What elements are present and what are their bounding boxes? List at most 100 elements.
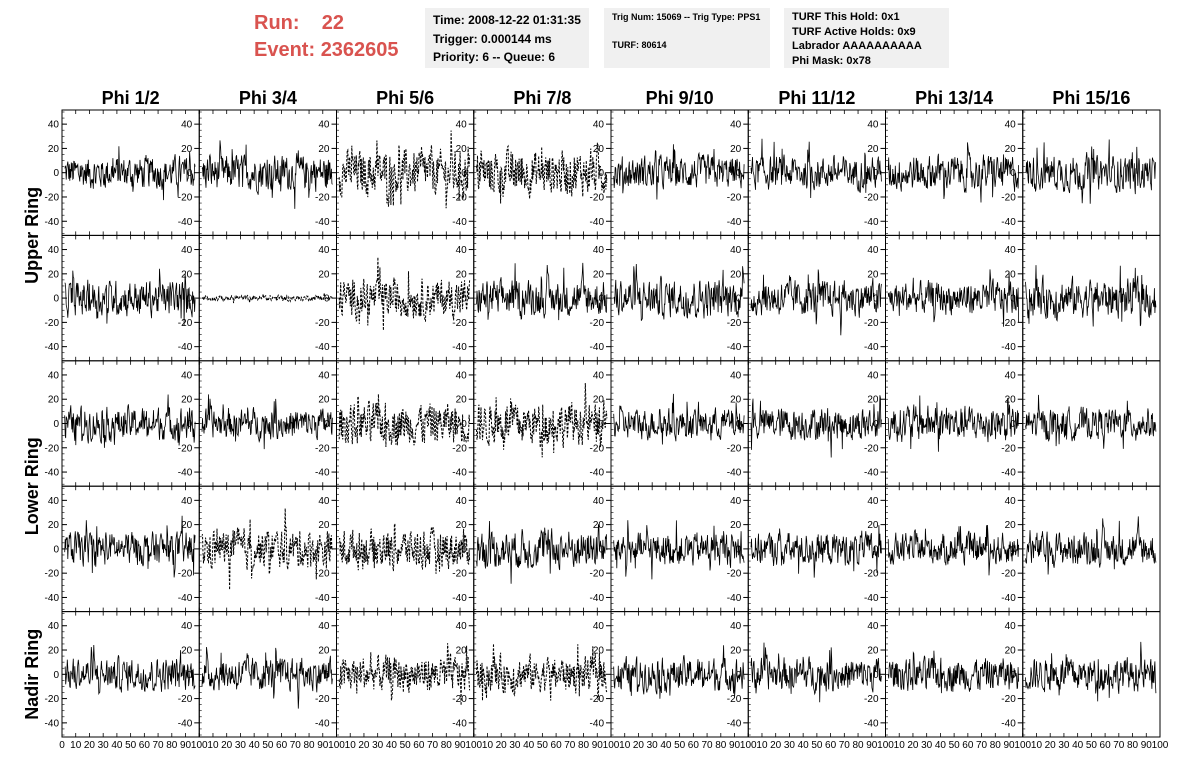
x-tick-label: 60 — [962, 740, 974, 751]
y-tick-label: 20 — [48, 269, 60, 280]
x-tick-label: 80 — [166, 740, 178, 751]
y-tick-label: 40 — [48, 496, 60, 507]
x-tick-label: 10 — [207, 740, 219, 751]
waveform-trace — [887, 650, 1019, 694]
y-tick-label: 20 — [456, 269, 468, 280]
y-tick-label: -20 — [452, 694, 467, 705]
x-tick-label: 100 — [465, 740, 482, 751]
y-tick-label: 40 — [593, 496, 605, 507]
x-tick-label: 70 — [702, 740, 714, 751]
y-tick-label: -40 — [45, 342, 60, 353]
y-tick-label: 20 — [48, 520, 60, 531]
y-tick-label: 0 — [598, 670, 604, 681]
y-tick-label: 40 — [181, 370, 193, 381]
y-tick-label: 20 — [1005, 144, 1017, 155]
y-tick-label: -20 — [864, 694, 879, 705]
waveform-trace — [476, 643, 608, 701]
y-tick-label: 40 — [318, 496, 330, 507]
x-tick-label: 10 — [482, 740, 494, 751]
y-tick-label: 0 — [324, 168, 330, 179]
y-tick-label: 20 — [730, 144, 742, 155]
column-title: Phi 9/10 — [646, 88, 714, 108]
waveform-trace — [1025, 394, 1157, 449]
column-title: Phi 1/2 — [102, 88, 160, 108]
trig-num-text: Trig Num: 15069 -- Trig Type: PPS1 — [612, 12, 761, 22]
waveform-trace — [338, 394, 471, 448]
x-tick-label: 50 — [674, 740, 686, 751]
y-tick-label: 20 — [181, 269, 193, 280]
turf-active-text: TURF Active Holds: 0x9 — [792, 25, 916, 38]
waveform-trace — [750, 642, 882, 703]
y-tick-label: 0 — [736, 168, 742, 179]
y-tick-label: -40 — [727, 342, 742, 353]
waveform-trace — [64, 644, 196, 696]
x-tick-label: 60 — [825, 740, 837, 751]
y-tick-label: 20 — [730, 520, 742, 531]
y-tick-label: -40 — [315, 468, 330, 479]
y-tick-label: -20 — [727, 694, 742, 705]
y-tick-label: -40 — [45, 468, 60, 479]
x-tick-label: 30 — [647, 740, 659, 751]
y-tick-label: 40 — [456, 496, 468, 507]
y-tick-label: -20 — [864, 318, 879, 329]
y-tick-label: 20 — [181, 395, 193, 406]
waveform-trace — [613, 144, 745, 200]
y-tick-label: 40 — [48, 621, 60, 632]
y-tick-label: 20 — [1005, 269, 1017, 280]
y-tick-label: 20 — [181, 646, 193, 657]
y-tick-label: -20 — [1001, 318, 1016, 329]
x-tick-label: 60 — [276, 740, 288, 751]
y-tick-label: 0 — [736, 294, 742, 305]
row-title: Upper Ring — [22, 187, 42, 284]
waveform-trace — [887, 269, 1019, 327]
y-tick-label: 40 — [456, 370, 468, 381]
waveform-trace — [202, 292, 333, 304]
y-tick-label: -20 — [727, 443, 742, 454]
waveform-trace — [64, 394, 196, 448]
x-tick-label: 30 — [509, 740, 521, 751]
y-tick-label: -40 — [315, 593, 330, 604]
run-value: 22 — [321, 12, 345, 34]
x-tick-label: 70 — [564, 740, 576, 751]
waveform-trace — [64, 515, 196, 578]
y-tick-label: -40 — [45, 718, 60, 729]
column-title: Phi 3/4 — [239, 88, 297, 108]
x-tick-label: 30 — [784, 740, 796, 751]
y-tick-label: -20 — [590, 569, 605, 580]
x-tick-label: 40 — [386, 740, 398, 751]
waveform-trace — [613, 393, 745, 445]
y-tick-label: -20 — [178, 318, 193, 329]
x-tick-label: 100 — [1014, 740, 1031, 751]
y-tick-label: 20 — [318, 646, 330, 657]
x-tick-label: 20 — [907, 740, 919, 751]
y-tick-label: -20 — [864, 443, 879, 454]
y-tick-label: 40 — [867, 120, 879, 131]
x-tick-label: 50 — [811, 740, 823, 751]
x-tick-label: 30 — [372, 740, 384, 751]
y-tick-label: 40 — [181, 245, 193, 256]
x-tick-label: 80 — [578, 740, 590, 751]
y-tick-label: 0 — [187, 419, 193, 430]
y-tick-label: -20 — [315, 318, 330, 329]
x-tick-label: 10 — [70, 740, 82, 751]
x-tick-label: 90 — [729, 740, 741, 751]
column-title: Phi 15/16 — [1052, 88, 1130, 108]
x-tick-label: 70 — [290, 740, 302, 751]
x-tick-label: 50 — [537, 740, 549, 751]
y-tick-label: 40 — [867, 245, 879, 256]
y-tick-label: -20 — [315, 694, 330, 705]
y-tick-label: 0 — [53, 544, 59, 555]
y-tick-label: 40 — [1005, 621, 1017, 632]
run-event-label: Run: 22 Event: 2362605 — [254, 10, 399, 64]
y-tick-label: -20 — [452, 192, 467, 203]
y-tick-label: -20 — [590, 318, 605, 329]
y-tick-label: 20 — [593, 646, 605, 657]
y-tick-label: -40 — [590, 468, 605, 479]
y-tick-label: -20 — [1001, 443, 1016, 454]
y-tick-label: 40 — [593, 370, 605, 381]
waveform-trace — [613, 263, 745, 321]
waveform-trace — [338, 130, 471, 209]
y-tick-label: 20 — [730, 646, 742, 657]
y-tick-label: -20 — [1001, 694, 1016, 705]
column-title: Phi 11/12 — [778, 88, 855, 108]
